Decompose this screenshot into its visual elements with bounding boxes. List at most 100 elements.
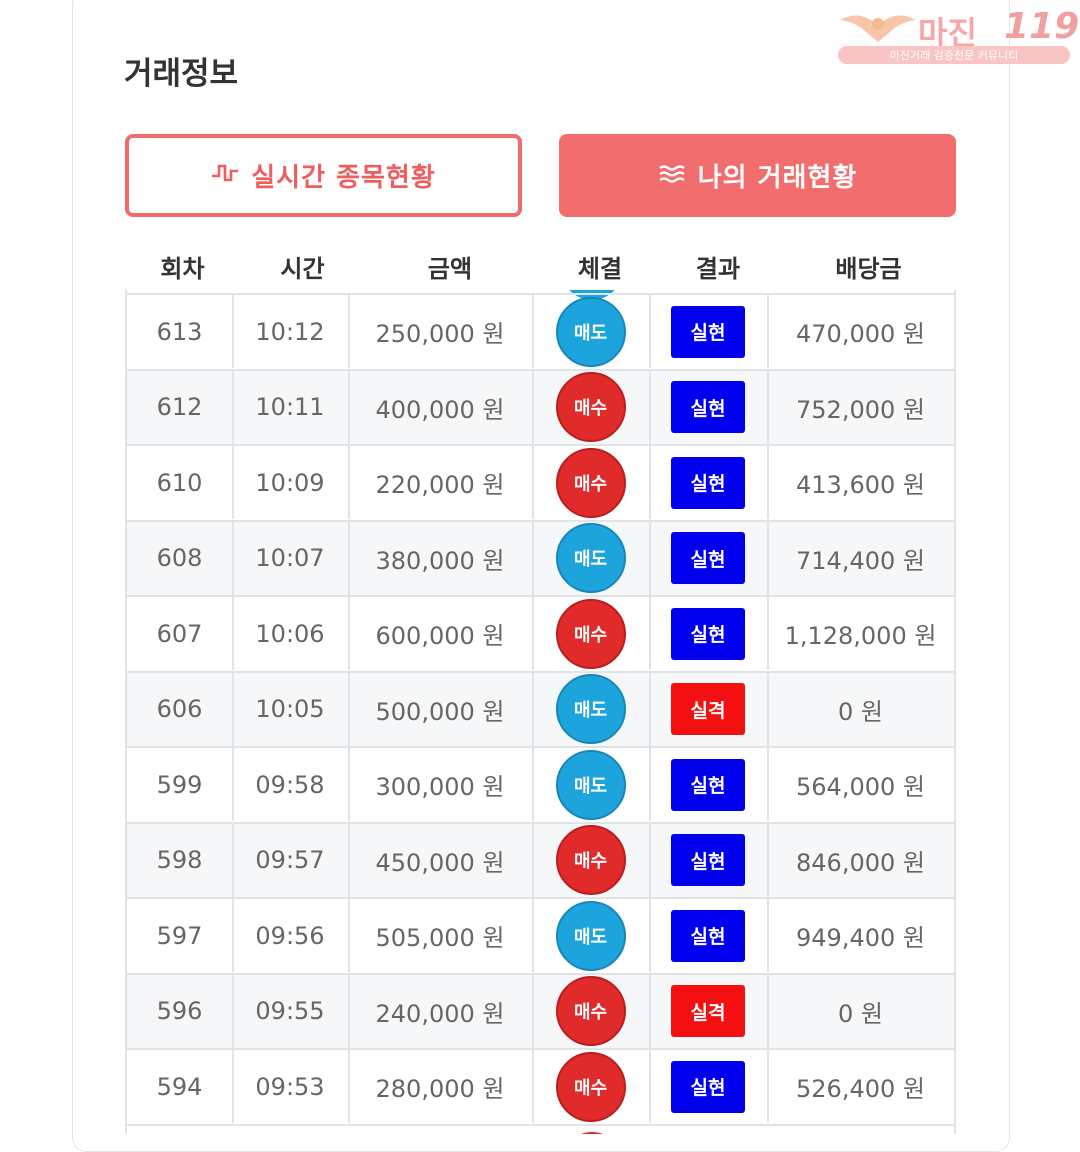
result-badge: 실현: [671, 456, 745, 509]
column-header-result: 결과: [695, 254, 741, 283]
eagle-emblem-icon: [840, 15, 916, 43]
table-row[interactable]: 612 10:11 400,000 원 매수 실현 752,000 원: [127, 368, 954, 444]
round-cell: 598: [127, 823, 234, 897]
column-header-amount: 금액: [427, 254, 473, 283]
result-badge: 실현: [671, 758, 745, 811]
table-row[interactable]: 599 09:58 300,000 원 매도 실현 564,000 원: [127, 746, 954, 821]
sell-circle: 매도: [555, 674, 626, 744]
payout-cell: 0 원: [838, 999, 883, 1028]
amount-cell: 505,000 원: [348, 899, 534, 972]
trade-cell: 매수: [532, 974, 651, 1048]
page-title: 거래정보: [124, 56, 239, 92]
trade-cell: 매수: [532, 823, 651, 897]
amount-cell: 500,000 원: [348, 672, 534, 746]
payout-cell: 0 원: [838, 697, 883, 726]
result-badge: 실현: [671, 1060, 745, 1113]
trade-cell: 매수: [532, 446, 651, 519]
table-row[interactable]: 606 10:05 500,000 원 매도 실격 0 원: [127, 670, 954, 746]
trade-cell: 매도: [532, 295, 651, 368]
payout-cell: 714,400 원: [796, 546, 925, 575]
trade-history-table[interactable]: 613 10:12 250,000 원 매도 실현 470,000 원 612 10:11 40…: [125, 290, 956, 1134]
time-cell: 09:57: [232, 823, 350, 897]
amount-cell: 450,000 원: [348, 823, 534, 897]
result-cell: 실격: [649, 974, 769, 1048]
trade-cell: 매도: [532, 521, 651, 595]
time-cell: 09:53: [232, 1050, 350, 1123]
watermark-number: 119: [1004, 6, 1080, 47]
round-cell: 596: [127, 974, 234, 1048]
buy-circle: 매수: [555, 825, 626, 895]
result-badge: 실현: [671, 381, 745, 433]
table-row[interactable]: 613 10:12 250,000 원 매도 실현 470,000 원: [127, 293, 954, 368]
watermark-text: 마진: [918, 14, 977, 52]
sell-circle: 매도: [555, 296, 626, 367]
amount-cell: 280,000 원: [348, 1050, 534, 1123]
round-cell: 612: [127, 370, 234, 444]
time-cell: 10:05: [232, 672, 350, 746]
round-cell: 594: [127, 1050, 234, 1123]
table-row[interactable]: 607 10:06 600,000 원 매수 실현 1,128,000 원: [127, 595, 954, 670]
result-badge: 실현: [671, 834, 745, 886]
result-cell: 실현: [649, 295, 769, 368]
trade-cell: 매수: [532, 597, 651, 670]
buy-circle: 매수: [555, 976, 626, 1046]
column-header-payout: 배당금: [835, 254, 902, 283]
amount-cell: 300,000 원: [348, 748, 534, 821]
table-row[interactable]: 608 10:07 380,000 원 매도 실현 714,400 원: [127, 519, 954, 595]
payout-cell: 752,000 원: [796, 395, 925, 424]
payout-cell: 526,400 원: [796, 1075, 925, 1103]
buy-circle: 매수: [555, 1051, 626, 1122]
result-cell: 실현: [649, 597, 769, 670]
result-badge: 실격: [671, 985, 745, 1037]
site-watermark-logo: 마진 119 마진거래 검증전문 커뮤니티: [838, 6, 1079, 64]
result-badge: 실현: [671, 305, 745, 358]
amount-cell: 250,000 원: [348, 295, 534, 368]
round-cell: 607: [127, 597, 234, 670]
time-cell: 09:55: [232, 974, 350, 1048]
previous-row-sell-circle: [561, 290, 623, 300]
table-row[interactable]: 594 09:53 280,000 원 매수 실현 526,400 원: [127, 1048, 954, 1123]
result-badge: 실현: [671, 532, 745, 584]
trade-cell: 매도: [532, 748, 651, 821]
result-cell: 실현: [649, 748, 769, 821]
amount-cell: 380,000 원: [348, 521, 534, 595]
table-header: 회차 시간 금액 체결 결과 배당금: [125, 246, 956, 286]
result-badge: 실현: [671, 607, 745, 660]
payout-cell: 470,000 원: [796, 320, 925, 348]
my-trades-button[interactable]: 나의 거래현황: [559, 134, 956, 217]
result-cell: 실현: [649, 521, 769, 595]
pulse-icon: [211, 162, 239, 190]
result-cell: 실현: [649, 823, 769, 897]
column-header-round: 회차: [160, 254, 205, 283]
payout-cell: 949,400 원: [796, 924, 925, 952]
realtime-status-label: 실시간 종목현황: [251, 163, 436, 193]
round-cell: 597: [127, 899, 234, 972]
realtime-status-button[interactable]: 실시간 종목현황: [125, 134, 522, 217]
column-header-time: 시간: [280, 254, 325, 283]
table-row[interactable]: 598 09:57 450,000 원 매수 실현 846,000 원: [127, 821, 954, 897]
buy-circle: 매수: [555, 372, 626, 442]
amount-cell: 220,000 원: [348, 446, 534, 519]
trade-cell: 매수: [532, 1050, 651, 1123]
result-badge: 실현: [671, 909, 745, 962]
payout-cell: 846,000 원: [796, 848, 925, 877]
table-row-divider: [127, 1123, 954, 1126]
waves-icon: [658, 162, 686, 190]
buy-circle: 매수: [555, 447, 626, 518]
round-cell: 599: [127, 748, 234, 821]
trade-cell: 매도: [532, 899, 651, 972]
amount-cell: 400,000 원: [348, 370, 534, 444]
round-cell: 613: [127, 295, 234, 368]
result-cell: 실현: [649, 446, 769, 519]
time-cell: 10:06: [232, 597, 350, 670]
table-row[interactable]: 597 09:56 505,000 원 매도 실현 949,400 원: [127, 897, 954, 972]
result-cell: 실현: [649, 899, 769, 972]
payout-cell: 564,000 원: [796, 773, 925, 801]
time-cell: 09:56: [232, 899, 350, 972]
trade-cell: 매수: [532, 370, 651, 444]
table-row[interactable]: 596 09:55 240,000 원 매수 실격 0 원: [127, 972, 954, 1048]
payout-cell: 1,128,000 원: [784, 622, 937, 650]
table-row[interactable]: 610 10:09 220,000 원 매수 실현 413,600 원: [127, 444, 954, 519]
column-header-trade: 체결: [577, 254, 623, 283]
result-cell: 실현: [649, 370, 769, 444]
